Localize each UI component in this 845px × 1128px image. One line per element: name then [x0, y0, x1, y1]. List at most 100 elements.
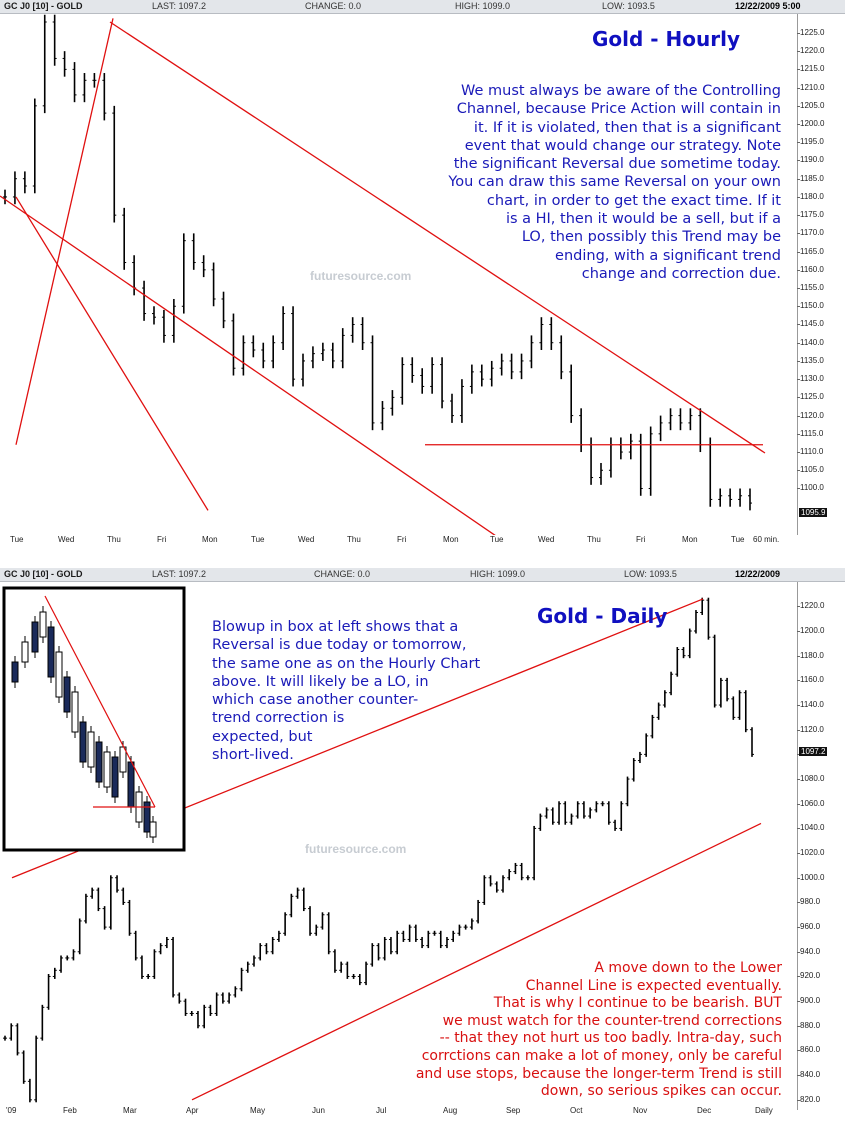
- hourly-y-tick-label: 1185.0: [797, 173, 824, 183]
- daily-x-tick-label: Feb: [63, 1106, 77, 1115]
- hourly-x-tick-label: Wed: [538, 535, 555, 544]
- daily-y-tick-label: 1160.0: [797, 675, 824, 685]
- hourly-note-line: change and correction due.: [581, 265, 781, 282]
- hourly-y-tick-label: 1210.0: [796, 82, 825, 92]
- hourly-note-line: You can draw this same Reversal on your …: [448, 174, 781, 191]
- daily-y-tick-label: 1080.0: [796, 774, 825, 784]
- daily-x-tick-label: Nov: [633, 1106, 648, 1115]
- daily-y-tick-label: 1020.0: [796, 848, 825, 858]
- hourly-note-line: LO, then possibly this Trend may be: [521, 229, 781, 246]
- blowup-candle-body: [39, 611, 47, 638]
- hourly-high: HIGH: 1099.0: [455, 1, 511, 11]
- daily-annotation: Blowup in box at left shows that a Revers…: [212, 618, 480, 764]
- hourly-time-axis: Tue Wed Thu Fri Mon Tue Wed Thu Fri Mon Tue Wed Thu F…: [0, 535, 845, 551]
- daily-symbol: GC J0 [10] - GOLD: [4, 569, 83, 579]
- hourly-title: Gold - Hourly: [592, 27, 741, 51]
- blowup-candle-body: [63, 676, 71, 713]
- daily-change: CHANGE: 0.0: [314, 569, 371, 579]
- hourly-y-tick-label: 1125.0: [797, 392, 824, 402]
- hourly-period-label: 60 min.: [753, 535, 780, 544]
- hourly-y-tick-label: 1195.0: [797, 137, 824, 147]
- daily-y-tick-label: 900.0: [796, 996, 821, 1006]
- hourly-y-tick-label: 1105.0: [797, 465, 824, 475]
- blowup-candle-body: [149, 821, 157, 838]
- hourly-note-line: it. If it is violated, then that is a si…: [473, 119, 781, 136]
- daily-price-svg: [2, 586, 762, 1103]
- hourly-y-tick-label: 1170.0: [797, 228, 824, 238]
- hourly-note-line: event that would change our strategy. No…: [464, 137, 781, 154]
- daily-red-note-line: we must watch for the counter-trend corr…: [442, 1012, 782, 1029]
- daily-note-line: short-lived.: [212, 747, 294, 764]
- daily-time-axis: '09 Feb Mar Apr May Jun Jul Aug Sep Oct Nov Dec Dail…: [0, 1106, 845, 1122]
- hourly-note-line: the significant Reversal due sometime to…: [453, 156, 781, 173]
- blowup-candle-body: [143, 801, 151, 833]
- hourly-y-tick-label: 1180.0: [797, 191, 824, 201]
- daily-y-tick-label: 1200.0: [796, 626, 825, 635]
- daily-red-note-line: Channel Line is expected eventually.: [525, 977, 782, 994]
- hourly-x-tick-label: Thu: [347, 535, 361, 544]
- daily-y-tick-label: 1140.0: [797, 700, 824, 710]
- hourly-x-tick-label: Thu: [587, 535, 601, 544]
- daily-high: HIGH: 1099.0: [470, 569, 526, 579]
- hourly-price-svg: [0, 14, 766, 535]
- hourly-x-tick-label: Tue: [10, 535, 24, 544]
- daily-y-tick-label: 1220.0: [796, 601, 825, 611]
- daily-note-line: Blowup in box at left shows that a: [212, 619, 459, 635]
- daily-red-note-line: corrctions can make a lot of money, only…: [421, 1047, 782, 1064]
- hourly-y-tick-label: 1100.0: [797, 483, 824, 493]
- daily-red-note-line: -- that they not hurt us too badly. Intr…: [439, 1030, 782, 1047]
- daily-x-tick-label: Jul: [376, 1106, 387, 1115]
- hourly-watermark: futuresource.com: [310, 269, 412, 283]
- daily-chart-panel: GC J0 [10] - GOLD LAST: 1097.2 CHANGE: 0…: [0, 568, 845, 1128]
- hourly-header-bar: GC J0 [10] - GOLD LAST: 1097.2 CHANGE: 0…: [0, 0, 845, 14]
- hourly-y-tick-label: 1120.0: [797, 410, 824, 420]
- hourly-channel-lower-extended: [0, 195, 496, 535]
- hourly-y-tick-label: 1150.0: [797, 301, 824, 311]
- hourly-x-tick-label: Tue: [251, 535, 265, 544]
- hourly-symbol: GC J0 [10] - GOLD: [4, 1, 83, 11]
- daily-x-tick-label: Jun: [312, 1106, 325, 1115]
- hourly-plot-area: futuresource.com Gold - Hourly We must a…: [0, 14, 798, 535]
- hourly-y-tick-label: 1175.0: [797, 210, 824, 220]
- daily-note-line: the same one as on the Hourly Chart: [212, 655, 481, 672]
- daily-title: Gold - Daily: [537, 604, 668, 628]
- daily-trendline-lower: [191, 822, 762, 1101]
- hourly-y-tick-label: 1155.0: [797, 283, 824, 293]
- blowup-candle-body: [95, 741, 103, 783]
- daily-y-tick-label: 980.0: [796, 897, 821, 907]
- hourly-y-tick-label: 1135.0: [797, 355, 824, 365]
- hourly-x-tick-label: Tue: [490, 535, 504, 544]
- hourly-note-line: We must always be aware of the Controlli…: [461, 83, 781, 99]
- daily-last: LAST: 1097.2: [152, 569, 207, 579]
- hourly-x-tick-label: Tue: [731, 535, 745, 544]
- daily-note-line: trend correction is: [212, 710, 345, 727]
- hourly-y-tick-label: 1225.0: [796, 27, 825, 37]
- daily-red-note-line: That is why I continue to be bearish. BU…: [493, 995, 782, 1012]
- hourly-date: 12/22/2009 5:00: [735, 1, 801, 11]
- daily-y-tick-label: 1180.0: [797, 650, 824, 660]
- hourly-y-tick-label: 1205.0: [796, 100, 825, 110]
- daily-watermark: futuresource.com: [305, 842, 407, 856]
- blowup-candle-body: [111, 756, 119, 798]
- daily-y-tick-label: 940.0: [796, 946, 821, 956]
- daily-price-axis: 820.0 840.0 860.0 880.0 900.0 920.0 940.0 960.0…: [796, 582, 845, 1110]
- hourly-x-tick-label: Wed: [298, 535, 315, 544]
- daily-red-note-line: A move down to the Lower: [594, 960, 782, 976]
- blowup-candle-body: [79, 721, 87, 763]
- daily-y-tick-label: 920.0: [796, 971, 821, 981]
- daily-note-line: expected, but: [212, 728, 313, 745]
- hourly-trendline-upper: [15, 18, 114, 445]
- hourly-x-tick-label: Mon: [443, 535, 459, 544]
- hourly-x-tick-label: Mon: [202, 535, 218, 544]
- daily-y-tick-label: 820.0: [796, 1094, 821, 1104]
- hourly-change: CHANGE: 0.0: [305, 1, 362, 11]
- daily-x-tick-label: Daily: [755, 1106, 773, 1115]
- daily-low: LOW: 1093.5: [624, 569, 677, 579]
- daily-y-tick-label: 1060.0: [796, 798, 825, 808]
- hourly-y-tick-label: 1160.0: [797, 264, 824, 274]
- daily-x-tick-label: Dec: [697, 1106, 712, 1115]
- hourly-note-line: Channel, because Price Action will conta…: [456, 101, 781, 118]
- daily-last-price-tag: 1097.2: [799, 747, 828, 756]
- daily-x-tick-label: '09: [6, 1106, 17, 1115]
- daily-red-note-line: down, so serious spikes can occur.: [540, 1083, 782, 1100]
